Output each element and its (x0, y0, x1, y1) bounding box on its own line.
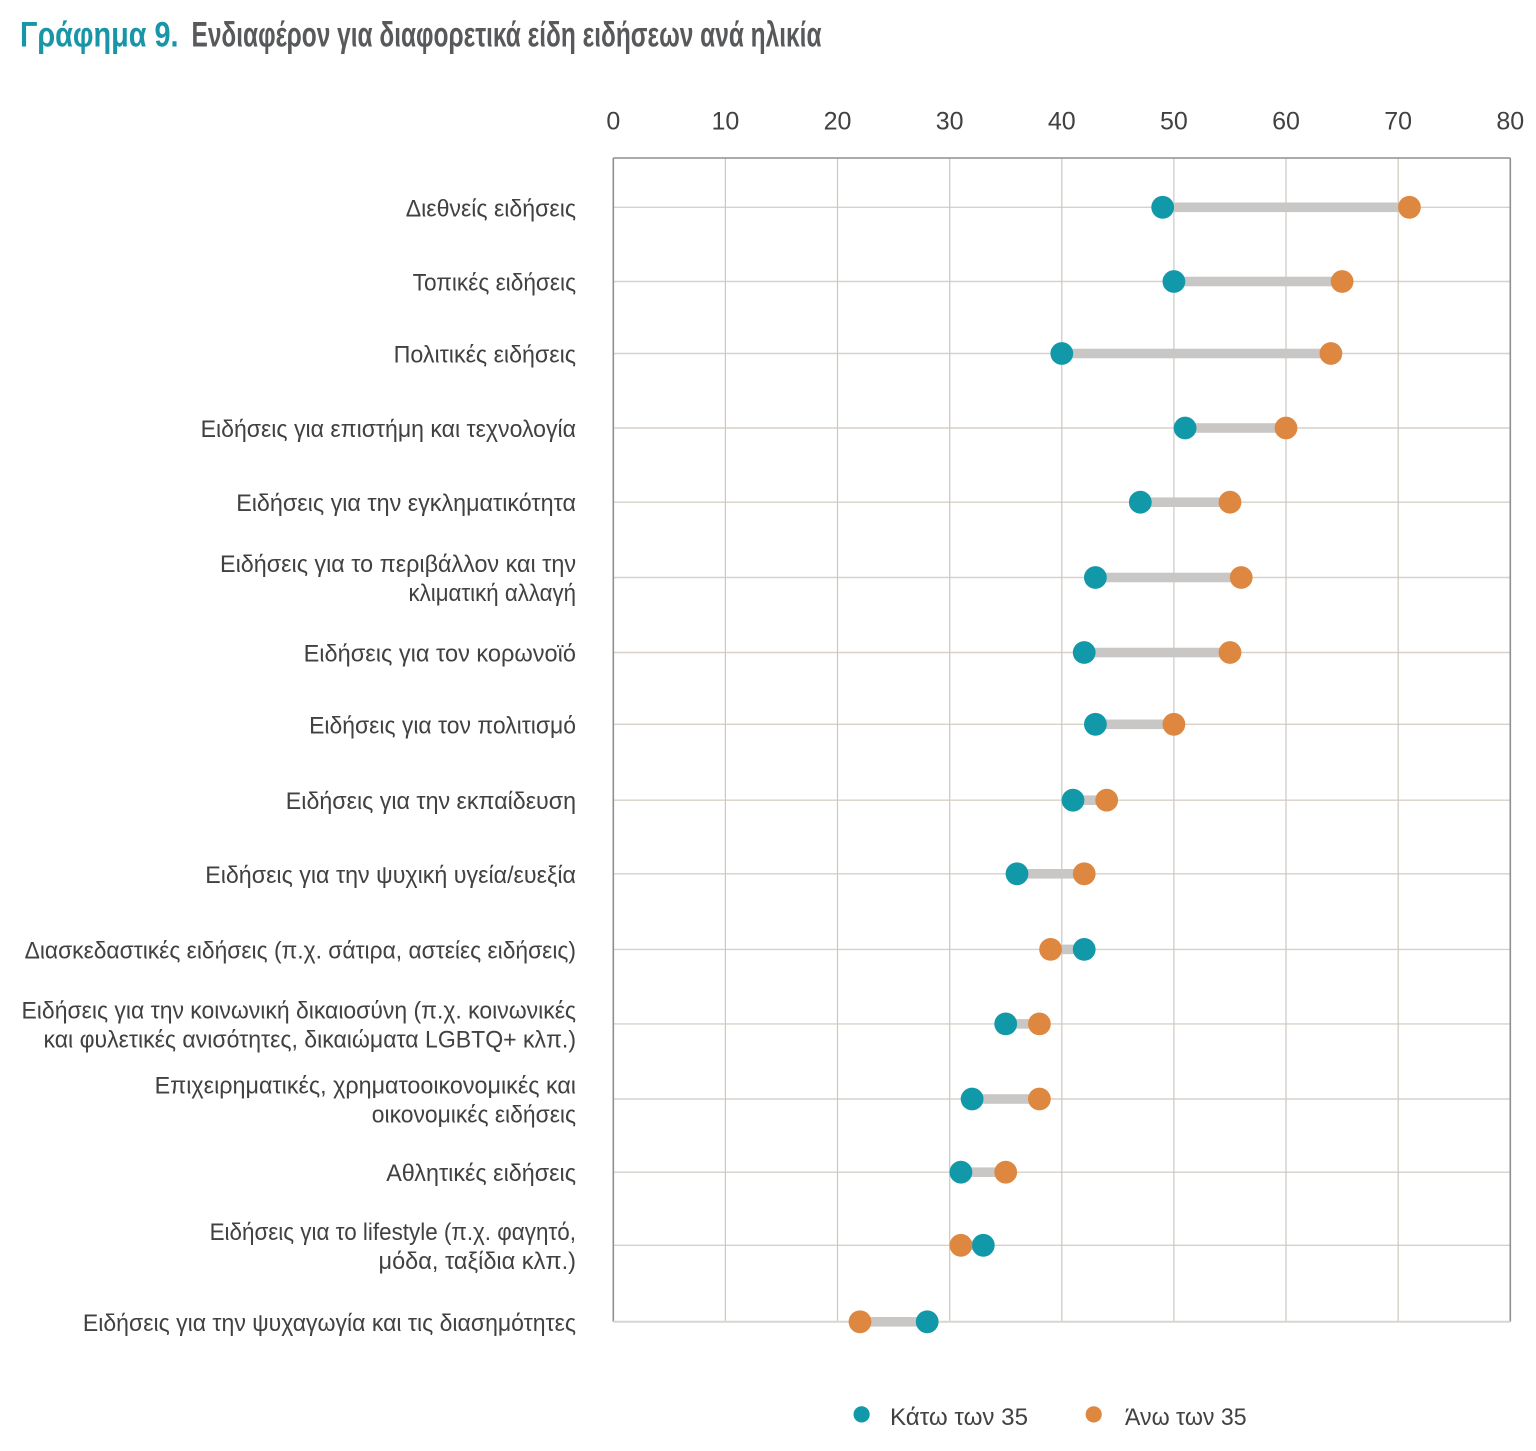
svg-text:Ενδιαφέρον για διαφορετικά είδ: Ενδιαφέρον για διαφορετικά είδη ειδήσεων… (192, 16, 822, 55)
svg-text:70: 70 (1384, 108, 1412, 136)
svg-text:80: 80 (1496, 108, 1524, 136)
svg-text:20: 20 (824, 108, 852, 136)
svg-text:Ειδήσεις για το περιβάλλον και: Ειδήσεις για το περιβάλλον και την (220, 551, 576, 578)
svg-text:Ειδήσεις για τον κορωνοϊό: Ειδήσεις για τον κορωνοϊό (304, 641, 576, 668)
svg-text:Ειδήσεις για την ψυχαγωγία και: Ειδήσεις για την ψυχαγωγία και τις διαση… (83, 1310, 576, 1337)
svg-text:Άνω των 35: Άνω των 35 (1125, 1404, 1247, 1431)
svg-text:60: 60 (1272, 108, 1300, 136)
svg-text:Διασκεδαστικές ειδήσεις (π.χ.: Διασκεδαστικές ειδήσεις (π.χ. σάτιρα, ασ… (25, 937, 576, 964)
svg-text:Πολιτικές ειδήσεις: Πολιτικές ειδήσεις (394, 342, 577, 369)
svg-text:30: 30 (936, 108, 964, 136)
svg-text:μόδα, ταξίδια κλπ.): μόδα, ταξίδια κλπ.) (379, 1248, 577, 1275)
svg-text:και φυλετικές ανισότητες, δικα: και φυλετικές ανισότητες, δικαιώματα LGB… (44, 1026, 577, 1053)
svg-text:40: 40 (1048, 108, 1076, 136)
svg-text:Ειδήσεις για την ψυχική υγεία/: Ειδήσεις για την ψυχική υγεία/ευεξία (205, 862, 576, 889)
svg-text:Γράφημα 9.: Γράφημα 9. (20, 16, 179, 55)
svg-text:Ειδήσεις για το lifestyle (π.χ: Ειδήσεις για το lifestyle (π.χ. φαγητό, (210, 1219, 576, 1246)
svg-text:Ειδήσεις για την εκπαίδευση: Ειδήσεις για την εκπαίδευση (286, 788, 576, 815)
svg-text:Ειδήσεις για την εγκληματικότη: Ειδήσεις για την εγκληματικότητα (236, 490, 576, 517)
svg-text:0: 0 (606, 108, 620, 136)
svg-text:Κάτω των 35: Κάτω των 35 (890, 1404, 1028, 1431)
svg-text:οικονομικές ειδήσεις: οικονομικές ειδήσεις (372, 1102, 576, 1129)
svg-text:10: 10 (711, 108, 739, 136)
svg-text:Τοπικές ειδήσεις: Τοπικές ειδήσεις (413, 270, 577, 297)
svg-text:Ειδήσεις για τον πολιτισμό: Ειδήσεις για τον πολιτισμό (309, 712, 576, 739)
svg-text:50: 50 (1160, 108, 1188, 136)
svg-text:κλιματική αλλαγή: κλιματική αλλαγή (409, 580, 577, 607)
svg-text:Αθλητικές ειδήσεις: Αθλητικές ειδήσεις (386, 1160, 576, 1187)
svg-text:Ειδήσεις για επιστήμη και τεχν: Ειδήσεις για επιστήμη και τεχνολογία (201, 416, 576, 443)
svg-text:Επιχειρηματικές, χρηματοοικονο: Επιχειρηματικές, χρηματοοικονομικές και (155, 1073, 576, 1100)
svg-text:Ειδήσεις για την κοινωνική δικ: Ειδήσεις για την κοινωνική δικαιοσύνη (π… (22, 997, 577, 1024)
svg-text:Διεθνείς ειδήσεις: Διεθνείς ειδήσεις (406, 195, 576, 222)
